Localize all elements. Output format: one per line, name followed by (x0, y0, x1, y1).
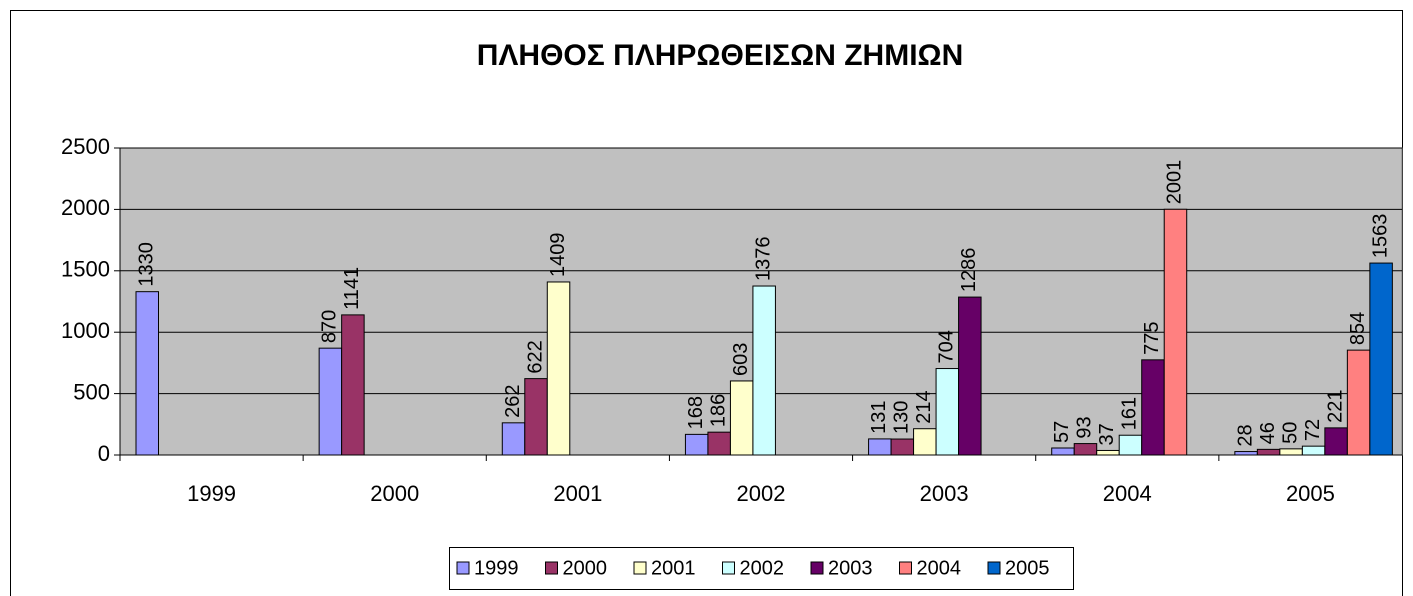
bar (958, 296, 982, 456)
data-label: 168 (685, 396, 707, 429)
data-label: 854 (1347, 312, 1369, 345)
x-tick-label: 1999 (187, 481, 236, 506)
bar (1118, 434, 1143, 456)
bar (1369, 262, 1393, 456)
legend-swatch (810, 561, 824, 575)
bar (1073, 443, 1098, 456)
bar (913, 428, 937, 456)
legend-label: 2000 (563, 557, 608, 579)
data-label: 28 (1234, 424, 1256, 446)
data-label: 221 (1324, 389, 1346, 422)
data-label: 1141 (341, 267, 363, 310)
data-label: 1330 (136, 242, 158, 287)
y-tick-label: 1500 (61, 257, 110, 282)
data-label: 262 (502, 384, 524, 417)
data-label: 1563 (1369, 214, 1391, 259)
data-label: 57 (1051, 421, 1073, 443)
bar (684, 433, 709, 456)
legend-label: 2002 (740, 557, 785, 579)
legend-swatch (899, 561, 912, 575)
y-tick-label: 0 (98, 441, 110, 466)
x-tick-label: 2004 (1103, 481, 1152, 506)
data-label: 131 (868, 401, 890, 434)
x-tick-label: 2000 (370, 481, 419, 506)
bar (1234, 451, 1258, 456)
bar (1301, 445, 1326, 456)
x-tick-label: 2002 (737, 481, 786, 506)
legend-swatch (722, 561, 735, 575)
legend-label: 1999 (474, 557, 519, 579)
x-tick-label: 2003 (920, 481, 969, 506)
bar (546, 281, 571, 456)
legend-label: 2004 (917, 557, 962, 579)
bar (1279, 448, 1303, 456)
x-tick-label: 2001 (553, 481, 602, 506)
legend-swatch (456, 561, 470, 575)
legend-label: 2005 (1005, 557, 1050, 579)
data-label: 130 (891, 401, 913, 434)
legend-label: 2003 (828, 557, 873, 579)
bar (341, 314, 365, 456)
data-label: 603 (730, 343, 752, 376)
data-label: 214 (913, 390, 935, 423)
data-label: 186 (707, 394, 729, 427)
data-label: 2001 (1164, 160, 1186, 205)
bar (752, 285, 776, 456)
legend-swatch (633, 561, 647, 575)
data-label: 161 (1119, 397, 1141, 430)
data-label: 870 (319, 310, 341, 343)
bar (890, 438, 915, 456)
data-label: 1376 (752, 237, 774, 282)
data-label: 775 (1141, 321, 1163, 354)
x-tick-label: 2005 (1286, 481, 1335, 506)
bar (1324, 427, 1348, 456)
y-tick-label: 500 (73, 379, 110, 404)
y-tick-label: 2000 (61, 195, 110, 220)
y-tick-label: 1000 (61, 318, 110, 343)
bar (1346, 349, 1371, 456)
bar (1096, 449, 1120, 456)
bar (135, 291, 159, 456)
bar (1256, 448, 1281, 456)
data-label: 37 (1096, 423, 1118, 445)
data-label: 72 (1302, 419, 1324, 441)
bar (1051, 447, 1075, 456)
data-label: 93 (1074, 416, 1096, 438)
data-label: 1286 (958, 248, 980, 293)
bar (318, 347, 343, 456)
data-label: 704 (936, 330, 958, 363)
legend-label: 2001 (651, 557, 696, 579)
data-label: 622 (524, 340, 546, 373)
legend-swatch (545, 561, 558, 575)
bar (868, 438, 892, 456)
data-label: 1409 (547, 232, 569, 277)
y-tick-label: 2500 (61, 134, 110, 159)
chart-title: ΠΛΗΘΟΣ ΠΛΗΡΩΘΕΙΣΩΝ ΖΗΜΙΩΝ (477, 39, 964, 72)
bar (729, 380, 754, 456)
legend-swatch (987, 561, 1001, 575)
bar (1163, 208, 1188, 456)
bar (501, 422, 526, 456)
data-label: 46 (1257, 422, 1279, 444)
bar (707, 431, 731, 456)
bar (524, 378, 548, 456)
bar (1141, 359, 1165, 456)
data-label: 50 (1279, 422, 1301, 444)
bar (935, 368, 960, 456)
